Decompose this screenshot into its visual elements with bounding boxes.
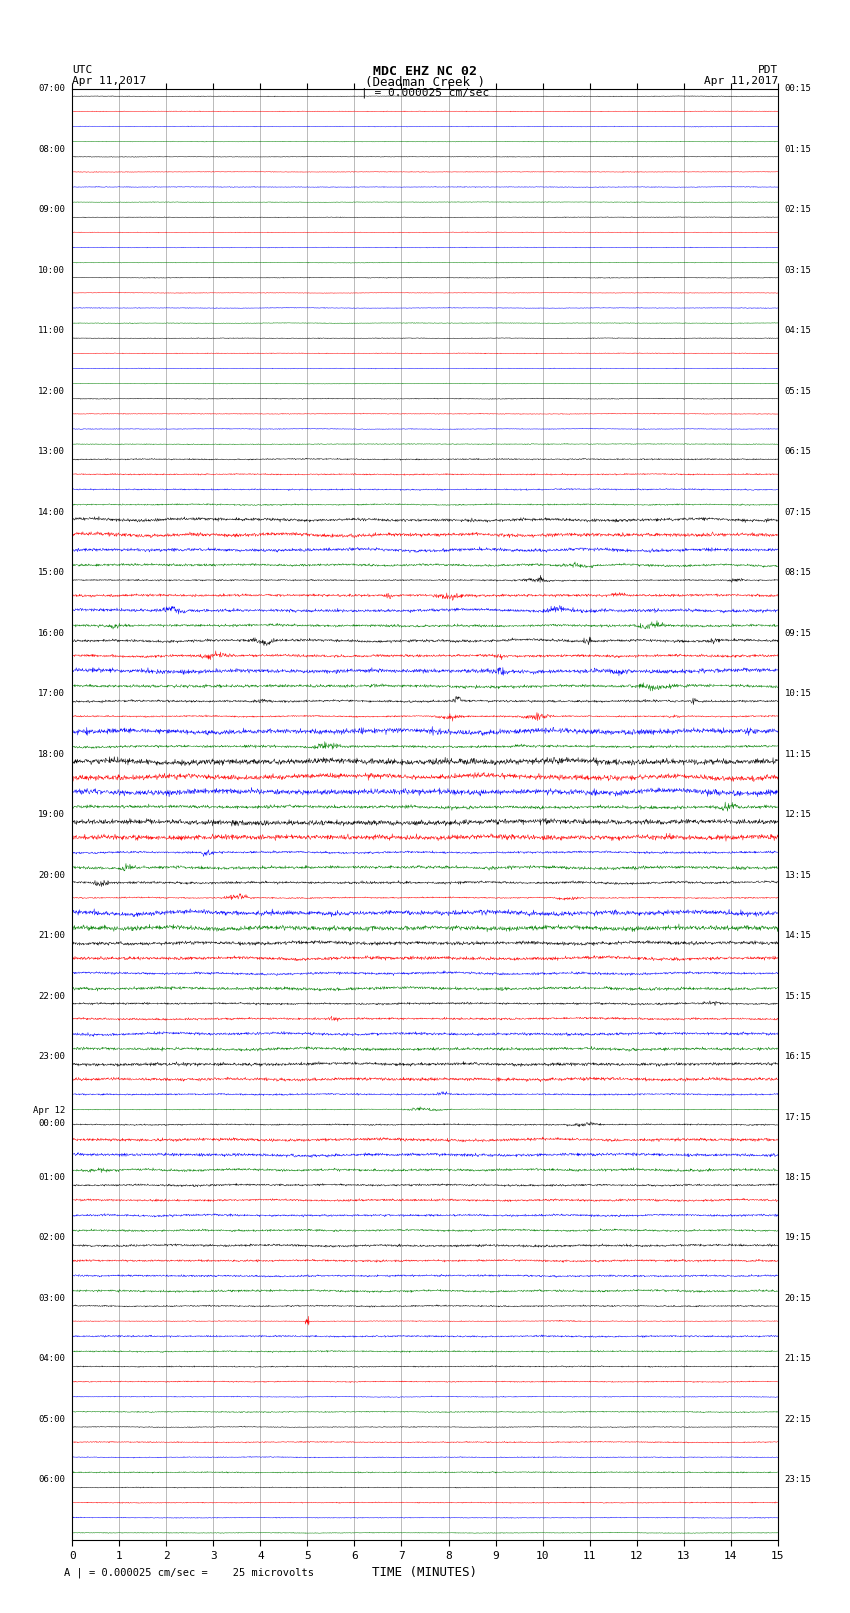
Text: 01:15: 01:15 [785, 145, 812, 153]
Text: Apr 12: Apr 12 [33, 1107, 65, 1116]
Text: 03:15: 03:15 [785, 266, 812, 274]
Text: (Deadman Creek ): (Deadman Creek ) [365, 76, 485, 89]
Text: 04:15: 04:15 [785, 326, 812, 336]
Text: 17:00: 17:00 [38, 689, 65, 698]
Text: | = 0.000025 cm/sec: | = 0.000025 cm/sec [361, 87, 489, 98]
Text: 18:15: 18:15 [785, 1173, 812, 1182]
X-axis label: TIME (MINUTES): TIME (MINUTES) [372, 1566, 478, 1579]
Text: 17:15: 17:15 [785, 1113, 812, 1121]
Text: 05:15: 05:15 [785, 387, 812, 395]
Text: 20:00: 20:00 [38, 871, 65, 879]
Text: A | = 0.000025 cm/sec =    25 microvolts: A | = 0.000025 cm/sec = 25 microvolts [64, 1566, 314, 1578]
Text: 09:00: 09:00 [38, 205, 65, 215]
Text: 22:15: 22:15 [785, 1415, 812, 1424]
Text: 14:00: 14:00 [38, 508, 65, 516]
Text: 04:00: 04:00 [38, 1355, 65, 1363]
Text: 06:15: 06:15 [785, 447, 812, 456]
Text: 12:00: 12:00 [38, 387, 65, 395]
Text: 00:00: 00:00 [38, 1118, 65, 1127]
Text: 07:00: 07:00 [38, 84, 65, 94]
Text: MDC EHZ NC 02: MDC EHZ NC 02 [373, 65, 477, 77]
Text: 08:00: 08:00 [38, 145, 65, 153]
Text: 20:15: 20:15 [785, 1294, 812, 1303]
Text: PDT: PDT [757, 65, 778, 74]
Text: 13:15: 13:15 [785, 871, 812, 879]
Text: 07:15: 07:15 [785, 508, 812, 516]
Text: 01:00: 01:00 [38, 1173, 65, 1182]
Text: 10:15: 10:15 [785, 689, 812, 698]
Text: 03:00: 03:00 [38, 1294, 65, 1303]
Text: 21:00: 21:00 [38, 931, 65, 940]
Text: 11:00: 11:00 [38, 326, 65, 336]
Text: 11:15: 11:15 [785, 750, 812, 758]
Text: 14:15: 14:15 [785, 931, 812, 940]
Text: 02:15: 02:15 [785, 205, 812, 215]
Text: 13:00: 13:00 [38, 447, 65, 456]
Text: Apr 11,2017: Apr 11,2017 [72, 76, 146, 85]
Text: 23:15: 23:15 [785, 1476, 812, 1484]
Text: UTC: UTC [72, 65, 93, 74]
Text: 23:00: 23:00 [38, 1052, 65, 1061]
Text: 15:15: 15:15 [785, 992, 812, 1000]
Text: 22:00: 22:00 [38, 992, 65, 1000]
Text: 21:15: 21:15 [785, 1355, 812, 1363]
Text: Apr 11,2017: Apr 11,2017 [704, 76, 778, 85]
Text: 06:00: 06:00 [38, 1476, 65, 1484]
Text: 12:15: 12:15 [785, 810, 812, 819]
Text: 10:00: 10:00 [38, 266, 65, 274]
Text: 18:00: 18:00 [38, 750, 65, 758]
Text: 08:15: 08:15 [785, 568, 812, 577]
Text: 05:00: 05:00 [38, 1415, 65, 1424]
Text: 00:15: 00:15 [785, 84, 812, 94]
Text: 19:00: 19:00 [38, 810, 65, 819]
Text: 09:15: 09:15 [785, 629, 812, 637]
Text: 15:00: 15:00 [38, 568, 65, 577]
Text: 02:00: 02:00 [38, 1234, 65, 1242]
Text: 19:15: 19:15 [785, 1234, 812, 1242]
Text: 16:15: 16:15 [785, 1052, 812, 1061]
Text: 16:00: 16:00 [38, 629, 65, 637]
